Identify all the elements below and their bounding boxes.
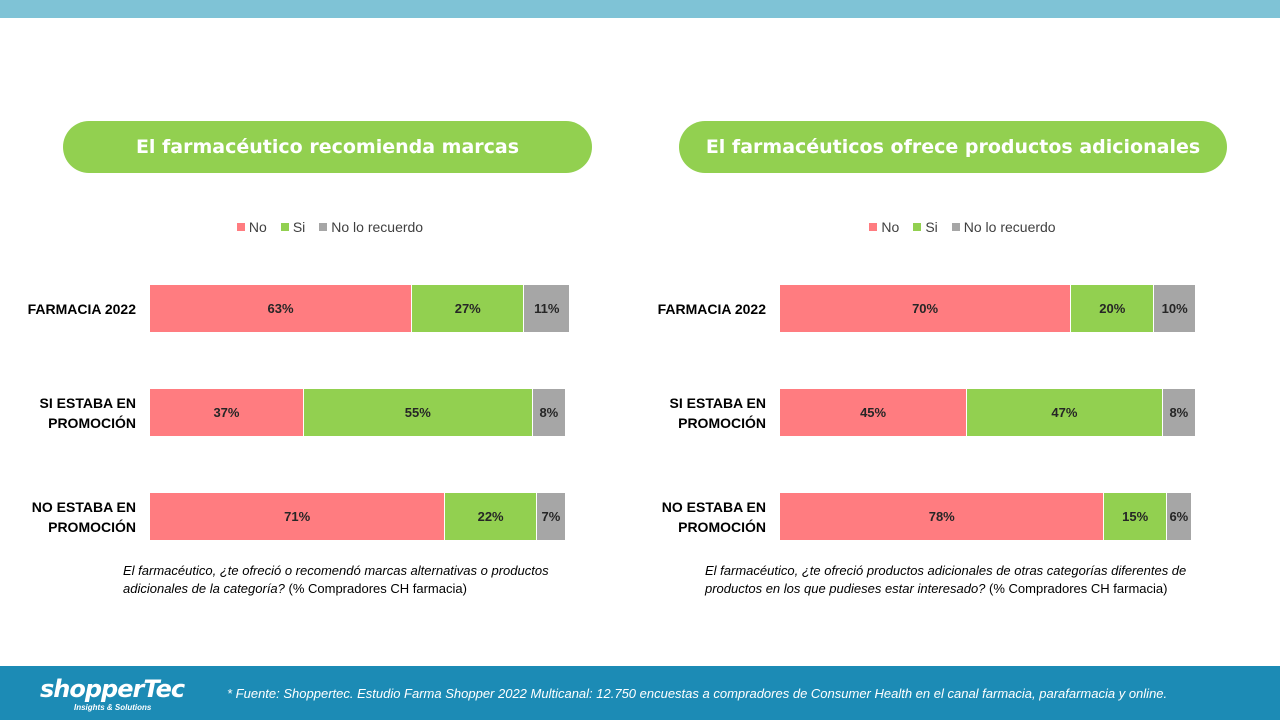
data-label: 63%: [267, 301, 294, 316]
bar-segment-no: 78%: [780, 493, 1105, 540]
legend-label: No lo recuerdo: [963, 219, 1056, 235]
bar-segment-no-lo-recuerdo: 7%: [536, 493, 566, 540]
category-label: SI ESTABA EN PROMOCIÓN: [669, 394, 766, 431]
legend-item: No: [236, 219, 267, 235]
legend-label: No lo recuerdo: [331, 219, 424, 235]
data-label: 78%: [928, 509, 955, 524]
bar-segment-no: 63%: [150, 285, 413, 332]
bar-segment-si: 22%: [445, 493, 537, 540]
bar-segment-si: 15%: [1104, 493, 1167, 540]
question-base: (% Compradores CH farmacia): [985, 581, 1168, 596]
legend-item: No lo recuerdo: [319, 219, 423, 235]
bar-segment-si: 20%: [1071, 285, 1155, 332]
legend-label: Si: [292, 219, 306, 235]
category-label: NO ESTABA EN PROMOCIÓN: [31, 498, 136, 535]
data-label: 10%: [1161, 301, 1188, 316]
category-label: FARMACIA 2022: [657, 300, 766, 317]
category-label: NO ESTABA EN PROMOCIÓN: [661, 498, 766, 535]
legend-item: Si: [280, 219, 306, 235]
bar-segment-si: 27%: [412, 285, 525, 332]
data-label: 6%: [1169, 509, 1189, 524]
bar-segment-no-lo-recuerdo: 8%: [1162, 389, 1196, 436]
bar-segment-si: 47%: [967, 389, 1163, 436]
legend-label: No: [248, 219, 267, 235]
logo-tagline: Insights & Solutions: [74, 703, 152, 712]
legend-swatch: [319, 223, 328, 231]
data-label: 8%: [1169, 405, 1189, 420]
bar-segment-si: 55%: [303, 389, 533, 436]
data-label: 8%: [539, 405, 559, 420]
legend-swatch: [236, 223, 245, 231]
bar-segment-no: 37%: [150, 389, 304, 436]
top-accent-bar: [0, 0, 1280, 18]
data-label: 7%: [541, 509, 561, 524]
data-label: 20%: [1099, 301, 1126, 316]
footer-bar: shopperTec Insights & Solutions * Fuente…: [0, 666, 1280, 720]
chart-panel-recomienda-marcas: El farmacéutico recomienda marcas No Si No…: [0, 0, 640, 640]
shoppertec-logo: shopperTec Insights & Solutions: [40, 676, 190, 716]
legend-swatch: [951, 223, 960, 231]
chart-title-pill: El farmacéutico recomienda marcas: [63, 121, 592, 173]
legend-item: No: [869, 219, 899, 235]
bar-segment-no-lo-recuerdo: 8%: [532, 389, 566, 436]
bar-segment-no-lo-recuerdo: 11%: [524, 285, 571, 332]
question-text: El farmacéutico, ¿te ofreció o recomendó…: [123, 563, 549, 596]
logo-wordmark: shopperTec: [40, 675, 185, 703]
data-label: 27%: [454, 301, 481, 316]
data-label: 15%: [1122, 509, 1149, 524]
data-label: 22%: [477, 509, 504, 524]
data-label: 55%: [404, 405, 431, 420]
legend-item: Si: [913, 219, 938, 235]
bar-segment-no: 71%: [150, 493, 446, 540]
data-label: 71%: [284, 509, 311, 524]
chart-panel-productos-adicionales: El farmacéuticos ofrece productos adicio…: [640, 0, 1280, 640]
legend-swatch: [869, 223, 878, 231]
survey-question-note: El farmacéutico, ¿te ofreció o recomendó…: [123, 562, 593, 598]
data-label: 70%: [912, 301, 939, 316]
data-label: 45%: [860, 405, 887, 420]
chart-title-pill: El farmacéuticos ofrece productos adicio…: [679, 121, 1227, 173]
survey-question-note: El farmacéutico, ¿te ofreció productos a…: [705, 562, 1225, 598]
question-text: El farmacéutico, ¿te ofreció productos a…: [705, 563, 1187, 596]
legend-label: Si: [925, 219, 938, 235]
bar-segment-no-lo-recuerdo: 10%: [1154, 285, 1196, 332]
legend-swatch: [913, 223, 922, 231]
category-label: FARMACIA 2022: [27, 300, 136, 317]
bar-segment-no-lo-recuerdo: 6%: [1166, 493, 1192, 540]
data-label: 47%: [1051, 405, 1078, 420]
legend-label: No: [881, 219, 900, 235]
data-label: 37%: [213, 405, 240, 420]
data-label: 11%: [534, 301, 560, 316]
bar-segment-no: 45%: [780, 389, 968, 436]
category-label: SI ESTABA EN PROMOCIÓN: [39, 394, 136, 431]
chart-legend: No Si No lo recuerdo: [640, 218, 1280, 236]
source-note: * Fuente: Shoppertec. Estudio Farma Shop…: [227, 686, 1168, 701]
bar-segment-no: 70%: [780, 285, 1072, 332]
chart-legend: No Si No lo recuerdo: [0, 218, 640, 236]
legend-item: No lo recuerdo: [951, 219, 1056, 235]
legend-swatch: [280, 223, 289, 231]
question-base: (% Compradores CH farmacia): [284, 581, 467, 596]
